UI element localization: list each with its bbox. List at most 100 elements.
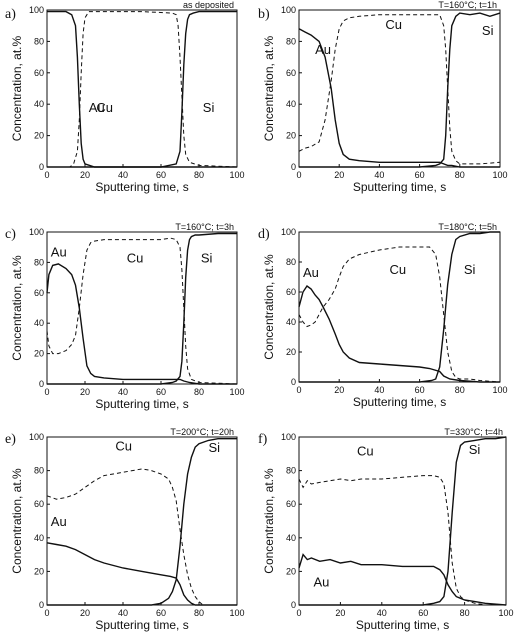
chart-3-x-tick-label: 80 [455, 385, 465, 395]
chart-5-plot-frame [298, 436, 507, 606]
chart-2-annotation-cu: Cu [127, 250, 144, 265]
chart-1-y-tick-label: 20 [286, 131, 296, 141]
chart-2-y-tick-label: 20 [34, 349, 44, 359]
chart-5-x-tick-label: 0 [296, 608, 301, 618]
chart-4-annotation-si: Si [209, 440, 221, 455]
chart-1-annotation-cu: Cu [385, 17, 402, 32]
chart-0-series-cu [47, 11, 238, 168]
chart-0-y-tick-label: 60 [34, 68, 44, 78]
chart-0-annotation-au: Au [89, 100, 105, 115]
chart-5: 0 20 40 60 80 100 0 20 40 60 80 100 Sputtering time,… [258, 427, 514, 632]
chart-0-x-tick-label: 60 [156, 170, 166, 180]
chart-0-x-axis-label: Sputtering time, s [95, 180, 188, 194]
chart-1-x-tick-label: 100 [492, 170, 507, 180]
chart-3-x-tick-label: 20 [334, 385, 344, 395]
chart-0-y-tick-label: 80 [34, 36, 44, 46]
chart-5-x-tick-label: 80 [460, 608, 470, 618]
chart-2-series-si [47, 232, 237, 385]
chart-4-x-tick-label: 40 [118, 608, 128, 618]
chart-4-x-tick-label: 0 [44, 608, 49, 618]
chart-2-y-axis-label: Concentration, at.% [10, 255, 24, 361]
chart-3-series-cu [298, 246, 501, 383]
chart-0-y-tick-label: 40 [34, 99, 44, 109]
chart-5-series-au [298, 553, 507, 606]
chart-1-y-tick-label: 0 [291, 162, 296, 172]
chart-3-annotation-au: Au [303, 265, 319, 280]
chart-0-annotation-si: Si [203, 100, 215, 115]
chart-0-annotation-cu: Cu [96, 100, 113, 115]
chart-4-y-tick-label: 100 [29, 432, 44, 442]
chart-2-y-tick-label: 0 [39, 379, 44, 389]
chart-4-y-tick-label: 60 [34, 499, 44, 509]
chart-1-x-tick-label: 80 [455, 170, 465, 180]
chart-2-annotation-si: Si [201, 250, 213, 265]
chart-3-series-au [298, 285, 500, 383]
chart-4-x-tick-label: 80 [194, 608, 204, 618]
chart-3-annotation-cu: Cu [389, 262, 406, 277]
chart-5-y-tick-label: 60 [286, 499, 296, 509]
chart-1-x-tick-label: 60 [415, 170, 425, 180]
chart-0-x-tick-label: 0 [44, 170, 49, 180]
chart-0-x-tick-label: 40 [118, 170, 128, 180]
chart-2-condition-label: T=160°C; t=3h [175, 222, 234, 232]
chart-5-panel-label: f) [258, 432, 268, 447]
chart-1-series-si [299, 12, 501, 168]
chart-5-annotation-au: Au [313, 575, 329, 590]
chart-5-annotation-si: Si [469, 442, 481, 457]
chart-5-x-axis-label: Sputtering time, s [356, 618, 449, 632]
chart-3-annotation-si: Si [464, 262, 476, 277]
chart-0-series-si [47, 10, 237, 168]
chart-2-series-cu [46, 237, 238, 385]
chart-4-series-au [46, 542, 237, 606]
chart-3-plot-frame [298, 231, 501, 383]
chart-4-y-axis-label: Concentration, at.% [10, 468, 24, 574]
chart-3-condition-label: T=180°C; t=5h [438, 222, 497, 232]
chart-2-y-tick-label: 100 [29, 227, 44, 237]
chart-2-annotation-au: Au [51, 244, 67, 259]
chart-0-y-tick-label: 0 [39, 162, 44, 172]
chart-4-y-tick-label: 0 [39, 600, 44, 610]
chart-0-y-axis-label: Concentration, at.% [10, 35, 24, 141]
chart-4-series-cu [46, 468, 237, 606]
chart-2-y-tick-label: 60 [34, 288, 44, 298]
chart-3-x-tick-label: 60 [415, 385, 425, 395]
chart-3-y-tick-label: 100 [281, 227, 296, 237]
chart-2-panel-label: c) [5, 227, 16, 242]
chart-4-condition-label: T=200°C; t=20h [170, 427, 234, 437]
chart-3-y-tick-label: 0 [291, 377, 296, 387]
chart-3-y-tick-label: 20 [286, 347, 296, 357]
chart-1-x-tick-label: 0 [296, 170, 301, 180]
chart-2-x-tick-label: 40 [118, 387, 128, 397]
chart-3-x-tick-label: 40 [374, 385, 384, 395]
chart-0-condition-label: as deposited [183, 0, 234, 10]
chart-1-y-tick-label: 100 [281, 5, 296, 15]
chart-5-y-tick-label: 20 [286, 566, 296, 576]
chart-2-x-tick-label: 20 [80, 387, 90, 397]
chart-1-condition-label: T=160°C; t=1h [438, 0, 497, 10]
chart-3-y-tick-label: 80 [286, 257, 296, 267]
chart-4-panel-label: e) [5, 432, 16, 447]
chart-4-y-tick-label: 80 [34, 466, 44, 476]
chart-2-x-tick-label: 100 [229, 387, 244, 397]
chart-4-x-tick-label: 60 [156, 608, 166, 618]
chart-1-annotation-au: Au [315, 42, 331, 57]
chart-0: 0 20 40 60 80 100 0 20 40 60 80 100 Sputtering time,… [5, 0, 245, 194]
chart-5-x-tick-label: 40 [377, 608, 387, 618]
chart-3-y-tick-label: 40 [286, 317, 296, 327]
chart-3-y-axis-label: Concentration, at.% [262, 254, 276, 360]
chart-2-y-tick-label: 80 [34, 257, 44, 267]
chart-5-x-tick-label: 20 [335, 608, 345, 618]
chart-3-x-tick-label: 100 [492, 385, 507, 395]
chart-4-plot-frame [46, 436, 238, 606]
chart-3-y-tick-label: 60 [286, 287, 296, 297]
chart-1-series-cu [298, 14, 501, 165]
chart-1-annotation-si: Si [482, 23, 494, 38]
chart-2-x-tick-label: 80 [194, 387, 204, 397]
chart-5-condition-label: T=330°C; t=4h [444, 427, 503, 437]
chart-1-series-au [298, 28, 500, 168]
chart-1-plot-frame [298, 9, 501, 168]
chart-1-y-tick-label: 60 [286, 68, 296, 78]
chart-2-y-tick-label: 40 [34, 318, 44, 328]
chart-0-x-tick-label: 20 [80, 170, 90, 180]
